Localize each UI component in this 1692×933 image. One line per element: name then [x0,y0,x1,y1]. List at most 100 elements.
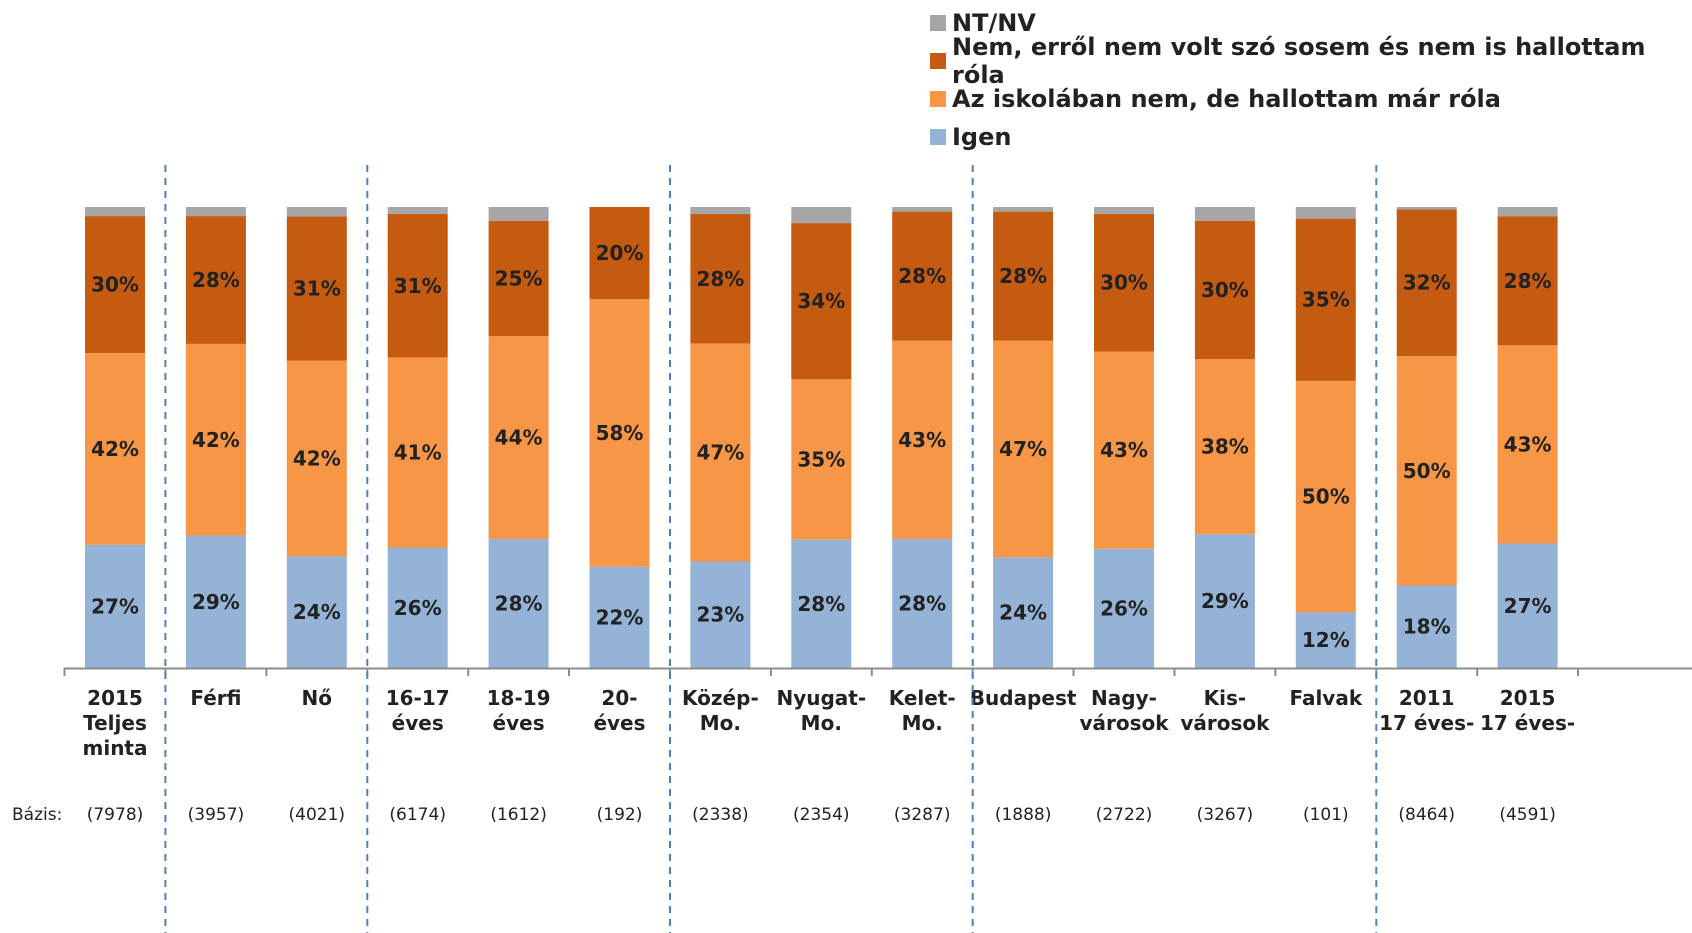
bar-segment-nem-err-l-nem-volt-sz-sosem-s-nem-is-hallottam-r-la-14 [1497,216,1558,346]
legend-swatch-iskolaban-nem [930,91,946,107]
data-label-igen-12: 12% [1302,628,1350,652]
bar-segment-nt-nv-3 [387,207,448,214]
bar-segment-nt-nv-8 [892,207,953,212]
data-label-nem-err-l-nem-volt-sz-sosem-s-nem-is-hallottam-r-la-5: 20% [596,241,644,265]
base-value-1: (3957) [188,805,245,825]
data-label-nem-err-l-nem-volt-sz-sosem-s-nem-is-hallottam-r-la-13: 32% [1403,271,1451,295]
bar-segment-nem-err-l-nem-volt-sz-sosem-s-nem-is-hallottam-r-la-4 [488,220,549,337]
bar-segment-az-iskol-ban-nem-de-hallottam-m-r-r-la-7 [791,379,852,540]
data-label-nem-err-l-nem-volt-sz-sosem-s-nem-is-hallottam-r-la-3: 31% [394,274,442,298]
bar-segment-nem-err-l-nem-volt-sz-sosem-s-nem-is-hallottam-r-la-9 [993,211,1054,341]
bar-segment-az-iskol-ban-nem-de-hallottam-m-r-r-la-0 [85,353,145,545]
legend-swatch-igen [930,129,946,145]
bar-segment-az-iskol-ban-nem-de-hallottam-m-r-r-la-5 [589,299,650,567]
base-value-11: (3267) [1197,805,1254,825]
data-label-nem-err-l-nem-volt-sz-sosem-s-nem-is-hallottam-r-la-12: 35% [1302,288,1350,312]
bar-segment-nem-err-l-nem-volt-sz-sosem-s-nem-is-hallottam-r-la-10 [1094,213,1154,352]
x-tick-label-14: 2015 17 éves- [1480,686,1575,735]
x-tick-label-9: Budapest [970,686,1077,710]
data-label-az-iskol-ban-nem-de-hallottam-m-r-r-la-10: 43% [1100,438,1148,462]
bar-segment-igen-3 [387,547,448,668]
bar-segment-az-iskol-ban-nem-de-hallottam-m-r-r-la-11 [1194,359,1255,535]
bar-segment-nem-err-l-nem-volt-sz-sosem-s-nem-is-hallottam-r-la-8 [892,211,953,341]
x-tick-label-2: Nő [302,686,332,710]
data-label-nem-err-l-nem-volt-sz-sosem-s-nem-is-hallottam-r-la-8: 28% [898,264,946,288]
base-value-9: (1888) [995,805,1052,825]
bar-segment-nt-nv-1 [185,207,246,217]
legend: NT/NV Nem, erről nem volt szó sosem és n… [930,4,1692,156]
bar-segment-igen-12 [1295,612,1356,668]
data-label-az-iskol-ban-nem-de-hallottam-m-r-r-la-13: 50% [1403,459,1451,483]
data-label-igen-1: 29% [192,590,240,614]
x-tick-label-3: 16-17 éves [386,686,450,735]
base-value-5: (192) [597,805,643,825]
data-label-igen-13: 18% [1403,615,1451,639]
data-label-az-iskol-ban-nem-de-hallottam-m-r-r-la-9: 47% [999,437,1047,461]
bar-segment-az-iskol-ban-nem-de-hallottam-m-r-r-la-2 [286,360,347,557]
legend-item-nt-nv: NT/NV [930,4,1692,42]
data-label-nem-err-l-nem-volt-sz-sosem-s-nem-is-hallottam-r-la-6: 28% [696,267,744,291]
bar-segment-az-iskol-ban-nem-de-hallottam-m-r-r-la-14 [1497,345,1558,544]
bar-segment-nt-nv-6 [690,207,751,214]
base-value-7: (2354) [793,805,850,825]
bar-segment-nt-nv-4 [488,207,549,221]
bar-segment-az-iskol-ban-nem-de-hallottam-m-r-r-la-3 [387,357,448,548]
data-label-igen-14: 27% [1504,594,1552,618]
bar-segment-igen-9 [993,557,1054,668]
base-value-13: (8464) [1398,805,1455,825]
base-value-10: (2722) [1096,805,1153,825]
base-value-12: (101) [1303,805,1349,825]
bar-segment-igen-2 [286,556,347,668]
data-label-igen-11: 29% [1201,589,1249,613]
x-tick-label-7: Nyugat-Mo. [776,686,866,735]
bar-segment-az-iskol-ban-nem-de-hallottam-m-r-r-la-1 [185,343,246,536]
bar-segment-igen-11 [1194,534,1255,668]
x-tick-label-5: 20-éves [593,686,645,735]
data-label-igen-9: 24% [999,601,1047,625]
bar-segment-nt-nv-13 [1396,207,1457,210]
data-label-nem-err-l-nem-volt-sz-sosem-s-nem-is-hallottam-r-la-2: 31% [293,277,341,301]
data-label-nem-err-l-nem-volt-sz-sosem-s-nem-is-hallottam-r-la-1: 28% [192,268,240,292]
data-label-igen-2: 24% [293,600,341,624]
bar-segment-az-iskol-ban-nem-de-hallottam-m-r-r-la-13 [1396,356,1457,586]
x-tick-label-4: 18-19 éves [487,686,551,735]
data-label-az-iskol-ban-nem-de-hallottam-m-r-r-la-14: 43% [1504,432,1552,456]
bar-segment-nem-err-l-nem-volt-sz-sosem-s-nem-is-hallottam-r-la-13 [1396,209,1457,357]
bar-segment-nem-err-l-nem-volt-sz-sosem-s-nem-is-hallottam-r-la-2 [286,216,347,361]
bar-segment-az-iskol-ban-nem-de-hallottam-m-r-r-la-12 [1295,380,1356,613]
data-label-az-iskol-ban-nem-de-hallottam-m-r-r-la-7: 35% [797,447,845,471]
bar-segment-igen-5 [589,566,650,668]
data-label-igen-3: 26% [394,596,442,620]
base-value-3: (6174) [389,805,446,825]
data-label-az-iskol-ban-nem-de-hallottam-m-r-r-la-4: 44% [495,426,543,450]
data-label-az-iskol-ban-nem-de-hallottam-m-r-r-la-0: 42% [91,437,139,461]
legend-item-igen: Igen [930,118,1692,156]
base-value-14: (4591) [1499,805,1556,825]
data-label-az-iskol-ban-nem-de-hallottam-m-r-r-la-6: 47% [696,441,744,465]
data-label-nem-err-l-nem-volt-sz-sosem-s-nem-is-hallottam-r-la-14: 28% [1504,269,1552,293]
bar-segment-nt-nv-9 [993,207,1054,212]
bar-segment-nem-err-l-nem-volt-sz-sosem-s-nem-is-hallottam-r-la-1 [185,216,246,344]
legend-swatch-nem-hallottam [930,53,946,69]
data-label-igen-7: 28% [797,592,845,616]
x-tick-label-12: Falvak [1289,686,1362,710]
bar-segment-az-iskol-ban-nem-de-hallottam-m-r-r-la-9 [993,340,1054,558]
x-tick-label-0: 2015 Teljes minta [83,686,148,760]
bar-segment-nem-err-l-nem-volt-sz-sosem-s-nem-is-hallottam-r-la-3 [387,213,448,358]
data-label-az-iskol-ban-nem-de-hallottam-m-r-r-la-3: 41% [394,441,442,465]
data-label-az-iskol-ban-nem-de-hallottam-m-r-r-la-12: 50% [1302,485,1350,509]
bar-segment-nt-nv-11 [1194,207,1255,221]
x-tick-label-11: Kis-városok [1180,686,1270,735]
legend-label-igen: Igen [952,123,1012,151]
bar-segment-nt-nv-14 [1497,207,1558,217]
base-label: Bázis: [12,805,62,825]
bar-segment-nt-nv-10 [1094,207,1154,214]
bar-segment-nt-nv-2 [286,207,347,217]
x-tick-label-6: Közép-Mo. [682,686,759,735]
bar-segment-igen-1 [185,535,246,668]
bar-segment-igen-0 [85,544,145,668]
bar-segment-igen-4 [488,538,549,668]
data-label-igen-5: 22% [596,605,644,629]
data-label-nem-err-l-nem-volt-sz-sosem-s-nem-is-hallottam-r-la-7: 34% [797,289,845,313]
